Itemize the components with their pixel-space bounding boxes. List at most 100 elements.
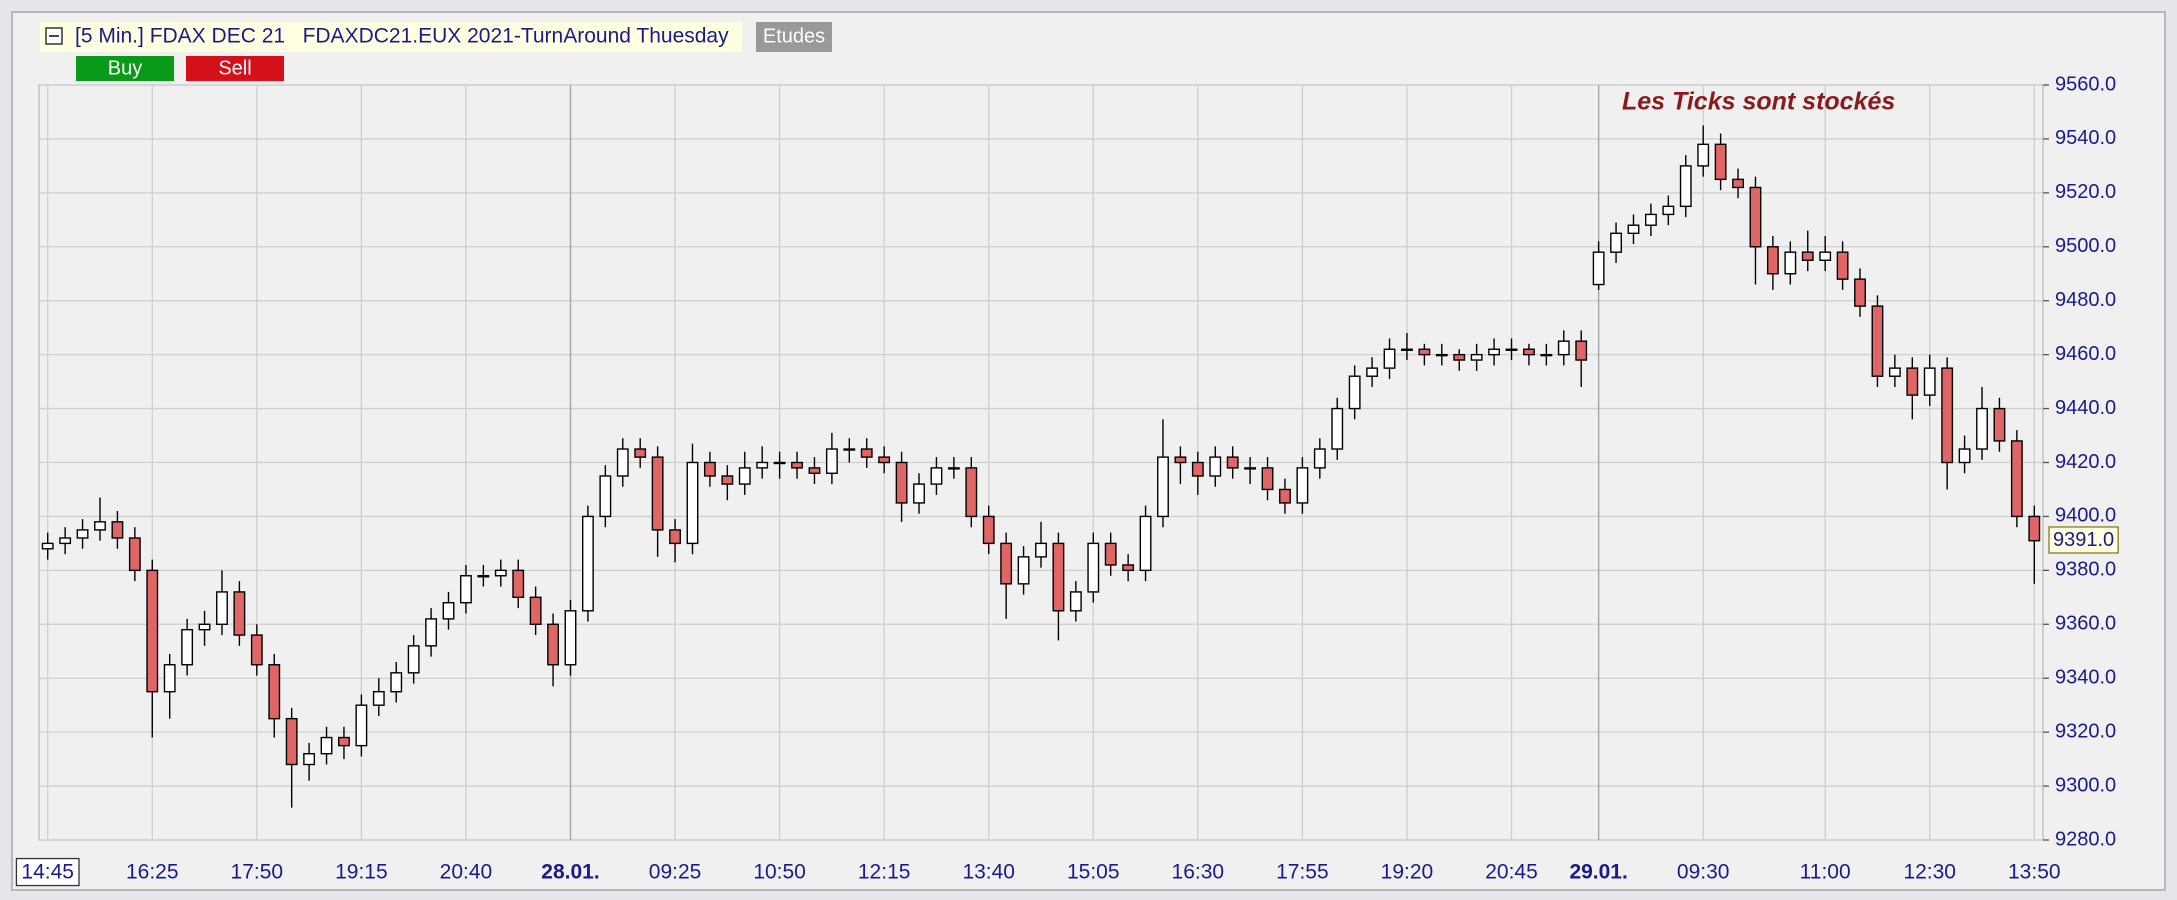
candle-body bbox=[285, 717, 298, 766]
y-tick-label: 9560.0 bbox=[2055, 73, 2116, 95]
candle-body bbox=[1784, 251, 1797, 275]
y-tick-label: 9320.0 bbox=[2055, 720, 2116, 742]
candle-body bbox=[1000, 542, 1013, 585]
candle-body bbox=[128, 537, 141, 572]
buy-button[interactable] bbox=[76, 56, 174, 81]
y-tick-label: 9340.0 bbox=[2055, 666, 2116, 688]
candle-body bbox=[1313, 448, 1326, 469]
candle-body bbox=[1296, 467, 1309, 504]
candle-body bbox=[1435, 353, 1448, 357]
candle-body bbox=[1174, 456, 1187, 464]
candle-body bbox=[1505, 348, 1518, 351]
y-tick-label: 9360.0 bbox=[2055, 613, 2116, 635]
candle-body bbox=[407, 645, 420, 674]
candle-body bbox=[233, 591, 246, 636]
y-tick-label: 9300.0 bbox=[2055, 774, 2116, 796]
studies-button-label[interactable]: Etudes bbox=[763, 25, 825, 47]
candle-body bbox=[1888, 367, 1901, 377]
candle-body bbox=[1035, 542, 1047, 558]
candle-body bbox=[442, 602, 455, 620]
buy-button-label[interactable]: Buy bbox=[108, 57, 142, 79]
candle-body bbox=[1854, 278, 1866, 307]
sell-button-label[interactable]: Sell bbox=[218, 57, 251, 79]
y-tick-label: 9460.0 bbox=[2055, 343, 2116, 365]
candle-body bbox=[1470, 353, 1483, 361]
candle-body bbox=[1540, 353, 1553, 357]
candle-body bbox=[1714, 143, 1727, 181]
studies-button[interactable] bbox=[756, 22, 832, 52]
candle-body bbox=[808, 467, 821, 474]
sell-button[interactable] bbox=[186, 56, 284, 81]
candle-body bbox=[76, 529, 89, 539]
cursor-time-box bbox=[15, 857, 80, 887]
candle-body bbox=[1976, 407, 1988, 450]
x-tick-label: 12:15 bbox=[858, 861, 911, 884]
candle-body bbox=[2028, 515, 2041, 542]
candle-body bbox=[721, 475, 734, 485]
candle-body bbox=[1766, 246, 1779, 275]
candle-body bbox=[1523, 348, 1535, 356]
candle-body bbox=[982, 515, 995, 545]
candle-body bbox=[1383, 348, 1396, 369]
candle-body bbox=[355, 704, 368, 747]
candle-body bbox=[1279, 488, 1291, 504]
candle-body bbox=[913, 483, 925, 504]
candle-body bbox=[1453, 353, 1466, 361]
candle-body bbox=[1749, 186, 1762, 248]
x-tick-label: 20:45 bbox=[1485, 861, 1538, 884]
candle-body bbox=[1801, 251, 1814, 261]
candle-body bbox=[250, 634, 263, 666]
x-tick-label: 16:30 bbox=[1172, 861, 1225, 884]
candle-body bbox=[1226, 456, 1239, 469]
candle-body bbox=[477, 575, 490, 578]
candle-body bbox=[1017, 556, 1030, 585]
x-tick-label: 09:25 bbox=[649, 861, 702, 884]
candle-body bbox=[1697, 143, 1710, 167]
candle-body bbox=[1261, 467, 1274, 491]
candle-body bbox=[338, 736, 350, 747]
candle-body bbox=[198, 623, 211, 631]
candle-body bbox=[181, 628, 194, 666]
last-price-box bbox=[2048, 526, 2119, 554]
candle-body bbox=[1069, 591, 1082, 612]
candle-body bbox=[1348, 375, 1361, 410]
candle-body bbox=[616, 448, 629, 477]
candle-body bbox=[529, 596, 542, 625]
candle-body bbox=[1557, 340, 1570, 356]
candle-body bbox=[1488, 348, 1501, 356]
candle-body bbox=[878, 456, 891, 464]
x-tick-label: 28.01. bbox=[541, 861, 599, 884]
candle-body bbox=[1871, 305, 1884, 377]
candle-body bbox=[1087, 542, 1100, 593]
x-tick-label: 09:30 bbox=[1677, 861, 1730, 884]
candle-body bbox=[1610, 232, 1622, 253]
candle-body bbox=[634, 448, 647, 458]
last-price-label: 9391.0 bbox=[2053, 529, 2114, 551]
candle-body bbox=[599, 475, 612, 518]
annotation: Les Ticks sont stockés bbox=[1622, 88, 1895, 116]
x-tick-label: 13:40 bbox=[962, 861, 1015, 884]
candle-body bbox=[1209, 456, 1222, 477]
candle-body bbox=[41, 542, 54, 550]
candle-body bbox=[756, 461, 769, 469]
x-tick-label: 17:50 bbox=[231, 861, 284, 884]
candle-body bbox=[1191, 461, 1204, 477]
candle-body bbox=[111, 521, 124, 539]
candle-body bbox=[1679, 165, 1692, 208]
candle-body bbox=[94, 521, 106, 531]
candle-body bbox=[2010, 440, 2023, 518]
y-tick-label: 9540.0 bbox=[2055, 127, 2116, 149]
candle-body bbox=[738, 467, 751, 485]
candle-body bbox=[825, 448, 838, 474]
chart-title: [5 Min.] FDAX DEC 21 FDAXDC21.EUX 2021-T… bbox=[75, 25, 729, 48]
candle-body bbox=[1122, 564, 1135, 572]
candle-body bbox=[773, 461, 786, 465]
candle-body bbox=[965, 467, 978, 518]
candle-body bbox=[1592, 251, 1605, 286]
x-tick-label: 13:50 bbox=[2008, 861, 2061, 884]
candle-body bbox=[860, 448, 873, 458]
x-tick-label: 14:45 bbox=[21, 861, 74, 884]
x-tick-label: 12:30 bbox=[1903, 861, 1956, 884]
